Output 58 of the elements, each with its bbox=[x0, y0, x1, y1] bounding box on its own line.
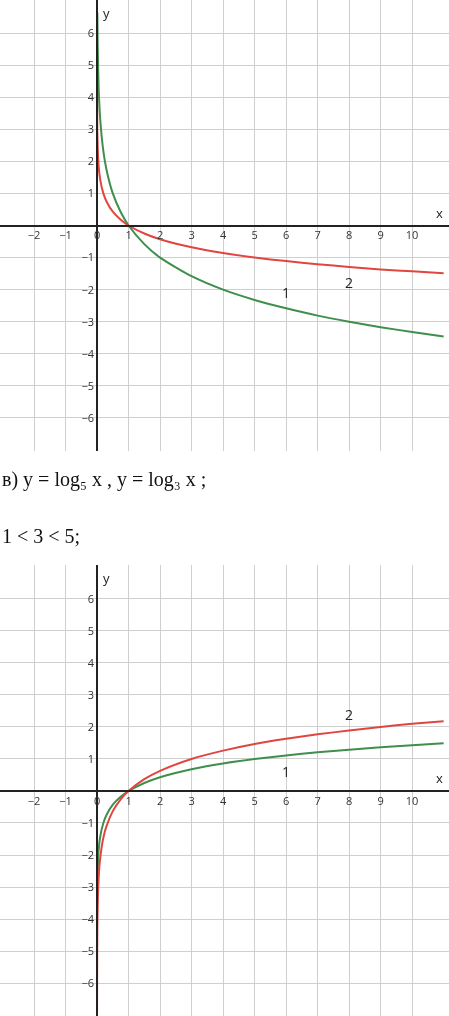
y-tick-label: 2 bbox=[87, 153, 95, 169]
y-tick-label: 6 bbox=[87, 590, 95, 606]
y-axis-title: y bbox=[103, 4, 110, 22]
y-tick-label: 1 bbox=[87, 185, 95, 201]
x-tick-label: 10 bbox=[405, 227, 419, 243]
y-tick-label: −1 bbox=[81, 814, 95, 830]
y-tick-label: 2 bbox=[87, 718, 95, 734]
y-tick-label: −5 bbox=[81, 377, 95, 393]
series-label: 2 bbox=[345, 705, 354, 724]
y-tick-label: 5 bbox=[87, 56, 95, 72]
x-tick-label: 8 bbox=[345, 792, 353, 808]
y-tick-label: 3 bbox=[87, 686, 95, 702]
x-tick-label: −1 bbox=[59, 227, 72, 243]
x-tick-label: 5 bbox=[251, 792, 258, 808]
x-tick-label: −2 bbox=[27, 227, 41, 243]
y-tick-label: 3 bbox=[87, 121, 95, 137]
x-tick-label: 3 bbox=[188, 227, 195, 243]
x-tick-label: −2 bbox=[27, 792, 41, 808]
x-tick-label: −1 bbox=[59, 792, 72, 808]
y-axis-title: y bbox=[103, 569, 110, 587]
x-tick-label: 7 bbox=[314, 227, 321, 243]
y-tick-label: −3 bbox=[81, 878, 95, 894]
y-tick-label: −3 bbox=[81, 313, 95, 329]
series-label: 2 bbox=[345, 273, 354, 292]
chart-subtitle: 1 < 3 < 5; bbox=[1, 524, 82, 549]
series-label: 1 bbox=[282, 283, 291, 302]
y-tick-label: 1 bbox=[87, 750, 95, 766]
chart-title: в) y = log₅ x , y = log₃ x ; bbox=[1, 467, 208, 493]
y-tick-label: 6 bbox=[87, 24, 95, 40]
x-axis-title: x bbox=[436, 204, 443, 222]
x-tick-label: 1 bbox=[125, 792, 132, 808]
y-tick-label: −4 bbox=[81, 345, 95, 361]
y-tick-label: −6 bbox=[81, 974, 95, 990]
x-tick-label: 9 bbox=[377, 227, 384, 243]
x-tick-label: 7 bbox=[314, 792, 321, 808]
y-tick-label: −1 bbox=[81, 249, 95, 265]
y-tick-label: 4 bbox=[87, 89, 95, 105]
x-tick-label: 5 bbox=[251, 227, 258, 243]
series-label: 1 bbox=[282, 762, 291, 781]
y-tick-label: −2 bbox=[81, 281, 95, 297]
x-tick-label: 2 bbox=[156, 227, 164, 243]
x-tick-label: 9 bbox=[377, 792, 384, 808]
x-tick-label: 1 bbox=[125, 227, 132, 243]
x-tick-label: 6 bbox=[282, 792, 290, 808]
y-tick-label: −4 bbox=[81, 910, 95, 926]
x-tick-label: 6 bbox=[282, 227, 290, 243]
x-tick-label: 10 bbox=[405, 792, 419, 808]
y-tick-label: −2 bbox=[81, 846, 95, 862]
y-tick-label: −5 bbox=[81, 942, 95, 958]
x-tick-label: 3 bbox=[188, 792, 195, 808]
x-tick-label: 4 bbox=[219, 792, 227, 808]
x-axis-title: x bbox=[436, 769, 443, 787]
x-tick-label: 2 bbox=[156, 792, 164, 808]
x-tick-label: 4 bbox=[219, 227, 227, 243]
y-tick-label: 5 bbox=[87, 622, 95, 638]
y-tick-label: 4 bbox=[87, 654, 95, 670]
x-tick-label: 8 bbox=[345, 227, 353, 243]
y-tick-label: −6 bbox=[81, 409, 95, 425]
